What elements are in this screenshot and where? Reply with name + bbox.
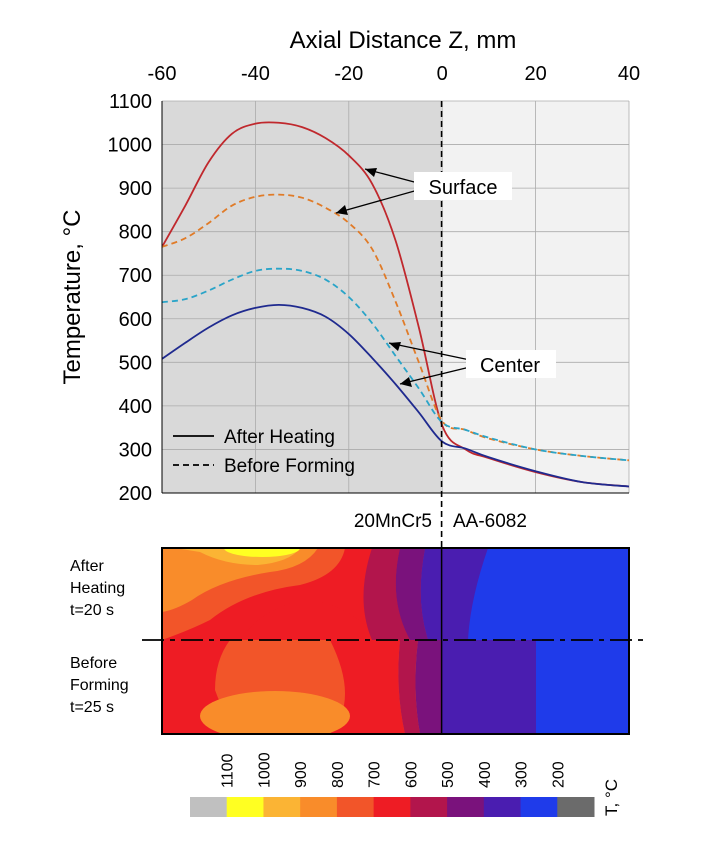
colorbar-swatch — [520, 797, 558, 817]
surface-label: Surface — [429, 177, 498, 199]
contour-map — [162, 548, 629, 734]
y-axis-label: Temperature, °C — [59, 210, 86, 385]
y-tick-label: 300 — [119, 439, 152, 461]
contour-row-label-line: t=25 s — [70, 699, 114, 716]
contour-row-label-line: Before — [70, 655, 117, 672]
material-label-aluminum: AA-6082 — [453, 511, 527, 532]
surface-annotation: Surface — [335, 168, 512, 215]
colorbar-swatch — [300, 797, 338, 817]
colorbar-title: T, °C — [602, 779, 621, 816]
y-tick-label: 1100 — [109, 91, 152, 113]
y-tick-label: 600 — [119, 309, 152, 331]
colorbar-swatch — [263, 797, 301, 817]
x-tick-labels: -60 -40 -20 0 20 40 — [148, 63, 641, 85]
legend: After Heating Before Forming — [173, 427, 355, 477]
y-tick-label: 700 — [119, 265, 152, 287]
colorbar-tick-label: 300 — [514, 761, 531, 788]
y-tick-label: 1000 — [108, 135, 153, 157]
x-tick-label: 0 — [437, 63, 448, 85]
x-axis-label: Axial Distance Z, mm — [290, 27, 517, 54]
colorbar-tick-label: 600 — [403, 761, 420, 788]
y-tick-label: 500 — [119, 352, 152, 374]
colorbar-swatch — [410, 797, 448, 817]
x-tick-label: -20 — [334, 63, 363, 85]
colorbar-tick-label: 1100 — [220, 753, 237, 788]
y-tick-labels: 200 300 400 500 600 700 800 900 1000 1100 — [108, 91, 153, 505]
series-layer — [162, 121, 629, 488]
colorbar-tick-label: 400 — [477, 761, 494, 788]
contour-row-label-before-forming: Before Forming t=25 s — [70, 655, 129, 716]
colorbar-tick-label: 900 — [293, 761, 310, 788]
legend-label-before-forming: Before Forming — [224, 456, 355, 477]
contour-frame — [161, 547, 630, 735]
colorbar-tick-label: 800 — [330, 761, 347, 788]
colorbar-swatch — [557, 797, 595, 817]
colorbar-swatch — [226, 797, 264, 817]
colorbar-tick-label: 500 — [440, 761, 457, 788]
colorbar-swatch — [447, 797, 485, 817]
y-tick-label: 400 — [119, 396, 152, 418]
contour-row-label-line: Heating — [70, 580, 125, 597]
series-line-surface-before-forming — [162, 193, 629, 462]
x-tick-label: -40 — [241, 63, 270, 85]
contour-row-label-after-heating: After Heating t=20 s — [70, 558, 125, 619]
series-line-center-after-heating — [162, 303, 629, 488]
colorbar-swatch — [483, 797, 522, 817]
colorbar-tick-label: 700 — [367, 761, 384, 788]
steel-region-background — [162, 101, 442, 493]
colorbar-swatch — [373, 797, 411, 817]
legend-label-after-heating: After Heating — [224, 427, 335, 448]
colorbar-tick-label: 1000 — [256, 752, 273, 788]
colorbar-swatch — [190, 797, 228, 817]
contour-row-label-line: t=20 s — [70, 602, 114, 619]
series-line-center-before-forming — [162, 267, 629, 462]
y-tick-label: 200 — [119, 483, 152, 505]
y-tick-label: 800 — [119, 222, 152, 244]
colorbar: 1100 1000 900 800 700 600 500 400 300 200 — [190, 752, 595, 817]
center-annotation: Center — [388, 342, 556, 387]
x-tick-label: -60 — [148, 63, 177, 85]
colorbar-swatch — [336, 797, 375, 817]
x-tick-label: 20 — [524, 63, 546, 85]
x-tick-label: 40 — [618, 63, 640, 85]
y-tick-label: 900 — [119, 178, 152, 200]
contour-row-label-line: After — [70, 558, 104, 575]
colorbar-tick-label: 200 — [550, 761, 567, 788]
contour-row-label-line: Forming — [70, 677, 129, 694]
center-label: Center — [480, 355, 540, 377]
material-label-steel: 20MnCr5 — [354, 511, 432, 532]
